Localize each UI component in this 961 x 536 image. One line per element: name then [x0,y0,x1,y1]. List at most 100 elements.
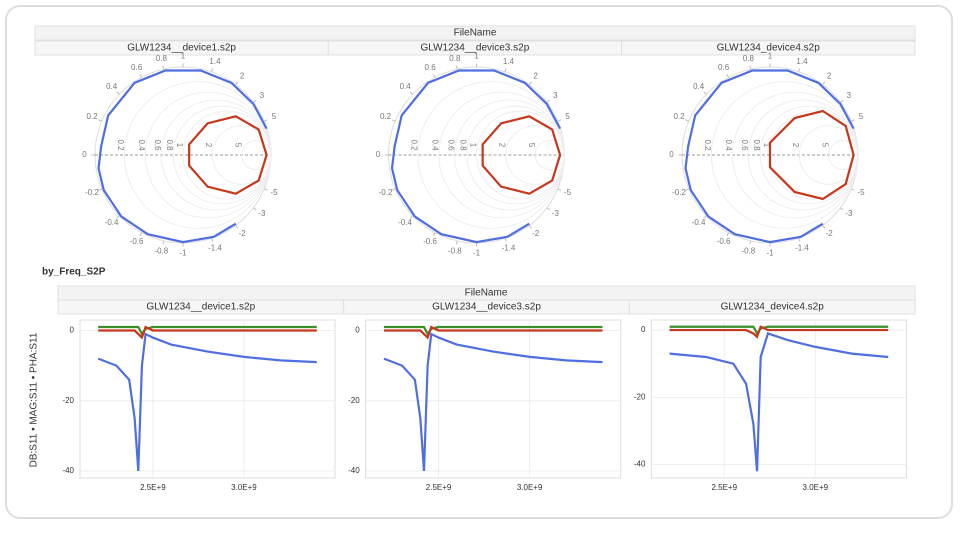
series-line [98,325,317,340]
reactance-tick [703,215,707,219]
reactance-tick [264,188,268,191]
x-tick-label: 2.5E+9 [711,483,737,492]
reactance-label: 3 [553,91,558,100]
resistance-label: 0.8 [459,139,468,151]
reactance-tick [253,207,257,211]
reactance-tick [528,81,532,85]
reactance-tick [98,119,102,122]
resistance-label: 0.4 [724,139,733,151]
reactance-label: 0.8 [743,54,755,63]
reactance-tick [409,91,414,95]
resistance-label: 2 [791,143,800,148]
series-line [669,332,889,472]
reactance-tick [504,238,507,242]
reactance-label: -0.8 [448,246,462,255]
smith-curve [390,69,562,244]
reactance-label: 1 [768,52,773,61]
column-header: GLW1234_device4.s2p [721,302,825,313]
reactance-label: -0.4 [105,218,119,227]
reactance-label: -1.4 [208,243,222,252]
reactance-label: -0.4 [398,218,412,227]
resistance-label: 0.4 [137,139,146,151]
series-line [669,325,889,339]
reactance-tick [749,240,752,245]
reactance-label: 0.2 [86,112,98,121]
reactance-tick [557,188,562,191]
smith-curve [768,109,855,201]
reactance-tick [840,207,844,211]
y-tick-label: -40 [348,466,360,475]
reactance-tick [409,215,414,219]
header-bar [34,25,916,41]
reactance-label: -0.2 [85,188,99,197]
y-tick-label: -20 [634,392,646,401]
reactance-tick [798,238,801,242]
reactance-label: -0.6 [717,237,731,246]
resistance-label: 2 [498,143,507,148]
reactance-label: 0 [376,150,381,159]
reactance-tick [264,119,268,122]
resistance-label: 0.8 [752,139,761,151]
reactance-tick [726,232,730,236]
reactance-label: -1.4 [795,243,809,252]
card [5,5,953,519]
reactance-tick [840,99,844,103]
resistance-label: 0.8 [165,139,174,151]
resistance-label: 5 [234,143,243,148]
column-header: GLW1234__device1.s2p [146,302,255,313]
column-header: GLW1234_device4.s2p [717,43,821,54]
reactance-label: 0 [82,150,87,159]
reactance-label: 0.6 [425,63,437,72]
reactance-label: 1.4 [503,57,515,66]
reactance-label: 2 [533,71,538,80]
column-header: GLW1234__device3.s2p [421,43,530,54]
reactance-label: -2 [239,229,247,238]
reactance-label: -1.4 [502,243,516,252]
reactance-label: 0.2 [380,112,392,121]
reactance-label: -2 [826,229,834,238]
resistance-label: 0.2 [703,139,712,151]
reactance-label: -5 [857,188,865,197]
y-tick-label: 0 [641,325,646,334]
reactance-tick [391,188,396,191]
reactance-tick [851,119,855,122]
resistance-label: 0.6 [446,139,455,151]
reactance-label: -0.8 [154,246,168,255]
reactance-label: 0.4 [693,82,705,91]
reactance-tick [685,119,689,122]
reactance-label: -3 [845,209,853,218]
reactance-label: 1.4 [209,57,221,66]
smith-curve [97,69,268,244]
reactance-label: 0.4 [106,82,118,91]
reactance-label: -2 [532,229,540,238]
reactance-label: -5 [564,188,572,197]
reactance-tick [822,225,826,229]
reactance-label: 0.6 [718,63,730,72]
column-header: GLW1234__device1.s2p [127,43,236,54]
resistance-label: 0.2 [410,139,419,151]
plot-frame [79,319,336,479]
reactance-label: -1 [179,249,187,258]
reactance-tick [139,232,143,236]
smith-curve [481,115,562,195]
reactance-label: 1 [181,52,186,61]
reactance-label: -0.2 [379,188,393,197]
series-line [383,332,603,472]
y-tick-label: -20 [62,396,74,405]
reactance-tick [851,188,855,191]
x-tick-label: 3.0E+9 [517,483,543,492]
smith-curve [684,69,855,244]
resistance-label: 0.6 [153,139,162,151]
reactance-label: -5 [270,188,278,197]
reactance-label: 0.2 [673,112,685,121]
resistance-label: 0.2 [116,139,125,151]
reactance-label: 2 [827,71,832,80]
reactance-tick [528,225,532,229]
y-tick-label: 0 [70,326,75,335]
reactance-label: -0.8 [741,246,755,255]
section-label: by_Freq_S2P [42,267,106,278]
reactance-tick [235,81,239,85]
header: FileName [465,288,508,299]
